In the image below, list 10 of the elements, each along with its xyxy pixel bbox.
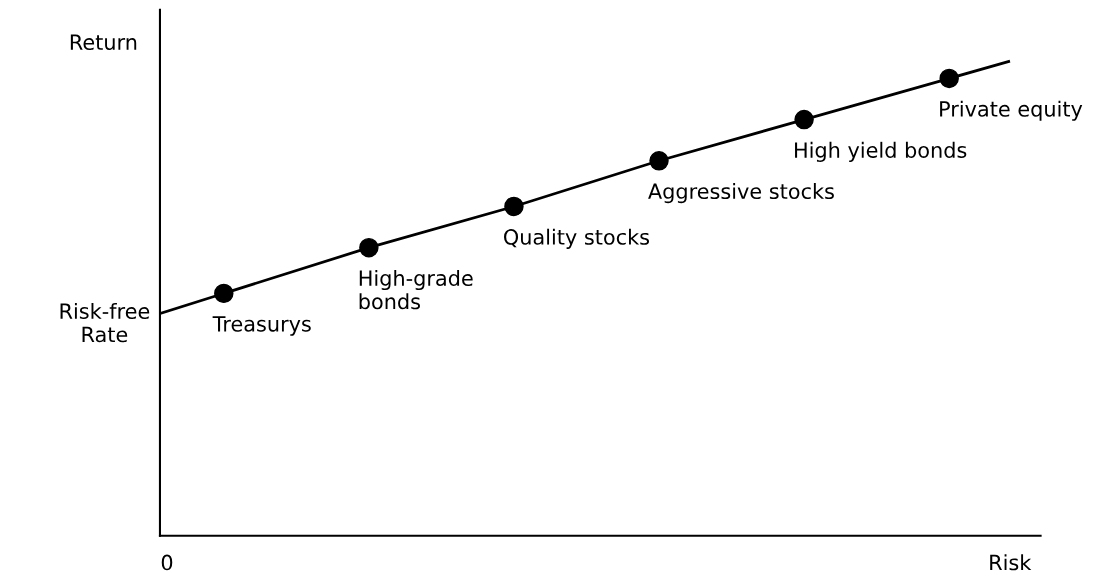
text: 0 bbox=[161, 554, 173, 571]
annotation: High yield bonds bbox=[795, 141, 967, 162]
text: Risk-free Rate bbox=[60, 302, 150, 343]
y-axis-title: Return bbox=[70, 34, 137, 51]
annotation: Treasurys bbox=[212, 316, 311, 336]
annotation: Quality stocks bbox=[504, 228, 650, 249]
annotation: High-grade bonds bbox=[359, 269, 473, 310]
x-axis-title: Risk bbox=[990, 554, 1032, 571]
annotation: Private equity bbox=[940, 100, 1083, 121]
annotation: Aggressive stocks bbox=[648, 182, 834, 204]
